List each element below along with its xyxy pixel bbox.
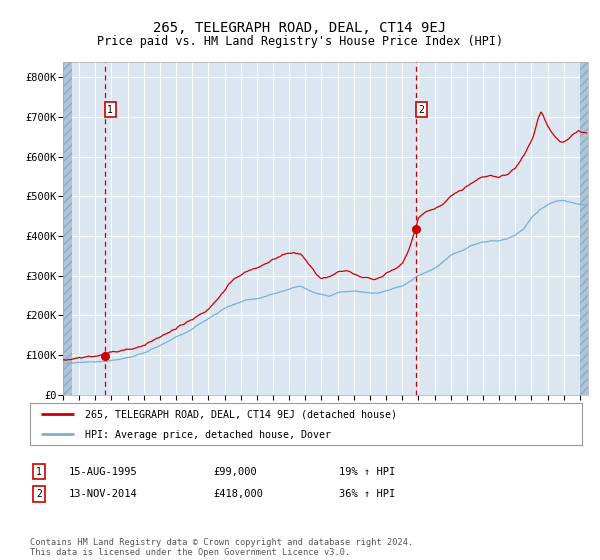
Bar xyxy=(580,62,588,395)
Text: 36% ↑ HPI: 36% ↑ HPI xyxy=(339,489,395,499)
Text: 1: 1 xyxy=(36,466,42,477)
Text: HPI: Average price, detached house, Dover: HPI: Average price, detached house, Dove… xyxy=(85,430,331,440)
Bar xyxy=(63,62,73,395)
Text: 2: 2 xyxy=(418,105,424,115)
Text: 13-NOV-2014: 13-NOV-2014 xyxy=(69,489,138,499)
Text: Price paid vs. HM Land Registry's House Price Index (HPI): Price paid vs. HM Land Registry's House … xyxy=(97,35,503,48)
Text: Contains HM Land Registry data © Crown copyright and database right 2024.
This d: Contains HM Land Registry data © Crown c… xyxy=(30,538,413,557)
Text: 265, TELEGRAPH ROAD, DEAL, CT14 9EJ (detached house): 265, TELEGRAPH ROAD, DEAL, CT14 9EJ (det… xyxy=(85,410,397,420)
Text: 15-AUG-1995: 15-AUG-1995 xyxy=(69,466,138,477)
Text: 265, TELEGRAPH ROAD, DEAL, CT14 9EJ: 265, TELEGRAPH ROAD, DEAL, CT14 9EJ xyxy=(154,21,446,35)
Text: 1: 1 xyxy=(107,105,113,115)
Text: £418,000: £418,000 xyxy=(213,489,263,499)
Text: £99,000: £99,000 xyxy=(213,466,257,477)
Text: 19% ↑ HPI: 19% ↑ HPI xyxy=(339,466,395,477)
Text: 2: 2 xyxy=(36,489,42,499)
